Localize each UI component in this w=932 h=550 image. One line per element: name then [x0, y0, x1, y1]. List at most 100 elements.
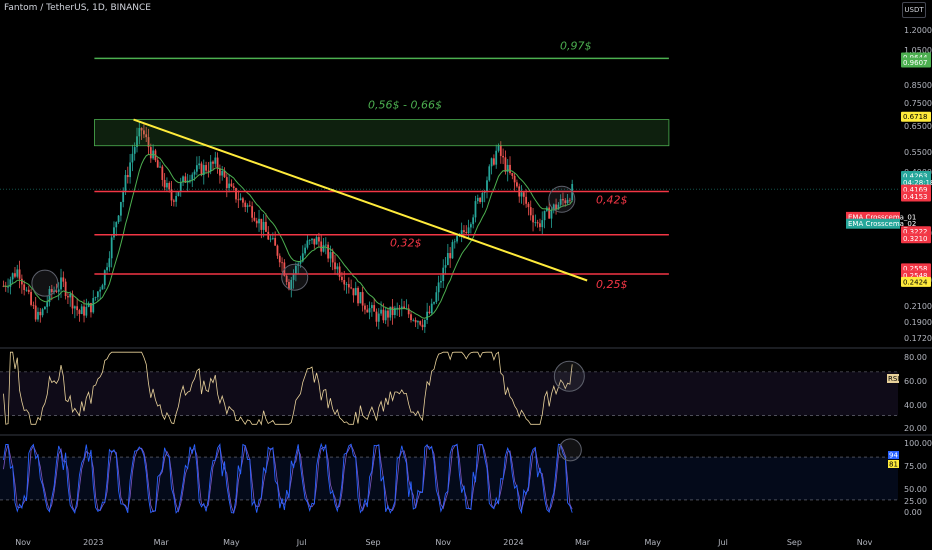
price-tag-text: 0.3222 — [903, 228, 928, 236]
candle-body — [265, 221, 267, 232]
candle-body — [352, 288, 355, 296]
candle-body — [37, 311, 39, 320]
candle-body — [555, 204, 557, 210]
candle-body — [244, 202, 247, 207]
candle-body — [278, 255, 281, 263]
candle-body — [568, 199, 571, 201]
candle-body — [313, 238, 316, 245]
candle-body — [336, 266, 339, 270]
candle-body — [25, 289, 28, 291]
candle-body — [557, 204, 560, 210]
candle-body — [417, 321, 419, 323]
candle-body — [407, 308, 410, 315]
candle-body — [87, 303, 90, 307]
time-tick-label: Nov — [435, 538, 451, 547]
candle-body — [375, 311, 378, 322]
time-tick-label: Nov — [15, 538, 31, 547]
candle-body — [235, 188, 237, 200]
candle-body — [525, 196, 528, 204]
candle-body — [274, 237, 277, 246]
candle-body — [463, 230, 465, 232]
candle-body — [189, 179, 191, 181]
rsi-tick-label: 20.00 — [904, 424, 927, 433]
candle-body — [338, 266, 341, 277]
candle-body — [53, 290, 56, 292]
candle-body — [78, 310, 81, 314]
candle-body — [30, 291, 32, 305]
price-tags: 0.96440.96070.67180.426304:28:180.41690.… — [846, 52, 932, 469]
candle-body — [113, 227, 115, 238]
candle-body — [67, 296, 69, 298]
candle-body — [140, 127, 143, 131]
price-tick-label: 1.0500 — [904, 46, 932, 55]
candle-body — [156, 160, 159, 168]
candle-body — [177, 191, 180, 196]
candle-body — [465, 231, 468, 234]
candle-body — [440, 281, 442, 283]
candle-body — [161, 166, 164, 180]
candle-body — [421, 324, 424, 328]
candle-body — [106, 267, 108, 271]
symbol-title[interactable]: Fantom / TetherUS, 1D, BINANCE — [4, 3, 151, 13]
candle-body — [506, 164, 509, 172]
rsi-pane[interactable] — [0, 351, 898, 426]
candle-body — [504, 157, 507, 172]
candle-body — [380, 309, 382, 314]
candle-body — [331, 252, 334, 263]
indicator-legend-tag — [846, 211, 900, 222]
candle-body — [221, 170, 224, 176]
candle-body — [299, 261, 302, 264]
time-axis[interactable]: Nov 2023 Mar May Jul Sep Nov 2024 Mar May Jul Sep No… — [15, 538, 872, 547]
candle-body — [357, 287, 359, 304]
candle-body — [433, 302, 435, 304]
candle-body — [476, 197, 479, 202]
price-tag-text: 0.2424 — [903, 278, 928, 286]
time-tick-label: Jul — [296, 538, 307, 547]
candle-body — [182, 176, 184, 183]
candle-body — [108, 258, 111, 268]
candle-body — [212, 161, 214, 164]
stoch-d-line — [3, 443, 573, 515]
candle-body — [195, 165, 198, 172]
candle-body — [527, 203, 530, 208]
candle-body — [11, 273, 14, 280]
candle-body — [62, 277, 65, 282]
candle-body — [20, 278, 23, 285]
level-annotation: 0,32$ — [390, 237, 422, 250]
candle-body — [509, 164, 511, 174]
time-tick-label: Sep — [365, 538, 380, 547]
candle-body — [166, 182, 168, 188]
candle-body — [90, 303, 92, 313]
candle-body — [69, 293, 72, 298]
candle-body — [311, 238, 313, 241]
indicator-legend-text: EMA Crosscema_01 — [848, 213, 916, 221]
candle-body — [444, 265, 447, 268]
candle-body — [2, 285, 5, 287]
candle-body — [343, 279, 346, 285]
level-annotation: 0,97$ — [560, 39, 592, 52]
stoch-pane[interactable] — [0, 438, 898, 515]
candle-body — [451, 242, 454, 259]
stoch-k-line — [3, 442, 573, 515]
price-tag-text: 0.4153 — [903, 193, 928, 201]
stoch-current-tag — [888, 460, 899, 468]
price-pane[interactable]: 0,97$ 0,56$ - 0,66$ 0,42$ 0,32$ 0,25$ — [0, 39, 898, 333]
candle-body — [175, 195, 178, 202]
highlight-circle — [553, 360, 585, 392]
candle-body — [548, 207, 551, 219]
candle-body — [423, 319, 426, 328]
time-tick-label: 2023 — [83, 538, 103, 547]
candle-body — [80, 306, 83, 314]
price-tag-text: 0.4169 — [903, 186, 928, 194]
candle-body — [269, 238, 272, 240]
price-tag-text: 0.4263 — [903, 172, 928, 180]
candle-body — [119, 202, 122, 216]
target-zone — [94, 119, 670, 147]
price-tag-text: 0.3210 — [903, 235, 928, 243]
candle-body — [16, 269, 19, 277]
currency-button[interactable]: USDT — [902, 2, 926, 18]
rsi-line — [3, 351, 573, 426]
price-tag-text: 0.9607 — [903, 59, 928, 67]
candle-body — [322, 245, 325, 252]
